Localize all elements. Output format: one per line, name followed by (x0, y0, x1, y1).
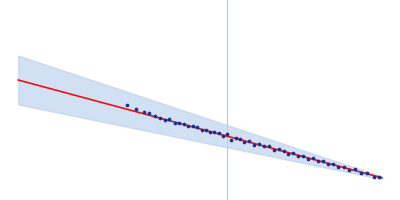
Point (241, 140, 248, 143)
Point (146, 112, 152, 115)
Point (346, 168, 352, 171)
Point (300, 154, 306, 157)
Point (140, 111, 147, 114)
Point (364, 171, 370, 175)
Point (358, 172, 364, 175)
Point (295, 154, 301, 157)
Point (176, 121, 182, 124)
Point (280, 149, 287, 153)
Point (330, 162, 336, 165)
Point (203, 129, 209, 132)
Point (237, 138, 243, 141)
Point (181, 122, 187, 125)
Point (351, 168, 358, 171)
Point (305, 157, 311, 160)
Point (166, 118, 173, 121)
Point (157, 116, 163, 119)
Point (251, 143, 257, 146)
Point (266, 145, 272, 148)
Point (320, 159, 326, 163)
Point (207, 130, 213, 134)
Point (335, 166, 341, 169)
Point (228, 138, 234, 142)
Point (376, 175, 382, 178)
Point (190, 125, 196, 128)
Point (185, 125, 192, 128)
Point (211, 130, 217, 133)
Point (271, 148, 277, 152)
Point (340, 165, 347, 169)
Point (260, 145, 267, 148)
Point (215, 131, 222, 134)
Point (232, 136, 239, 139)
Point (194, 125, 200, 128)
Point (255, 142, 262, 145)
Point (246, 140, 252, 143)
Point (199, 129, 205, 132)
Point (124, 103, 130, 106)
Point (171, 121, 178, 125)
Point (315, 160, 321, 163)
Point (224, 133, 230, 136)
Point (275, 148, 282, 151)
Point (162, 118, 168, 121)
Point (371, 176, 377, 179)
Point (285, 152, 292, 155)
Point (151, 114, 158, 117)
Point (310, 156, 316, 159)
Point (325, 162, 331, 165)
Point (290, 151, 296, 154)
Point (133, 108, 140, 111)
Point (219, 134, 226, 137)
